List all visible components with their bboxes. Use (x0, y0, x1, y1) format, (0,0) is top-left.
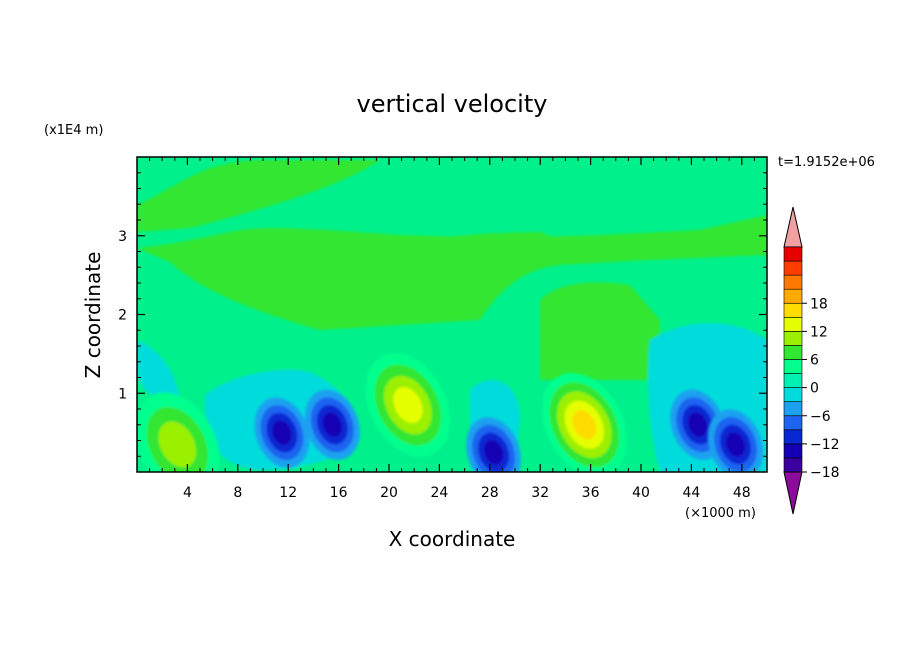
colorbar-segment (783, 274, 803, 290)
y-tick-label: 3 (118, 229, 127, 245)
heatmap-field (137, 157, 767, 472)
colorbar-segment (783, 359, 803, 374)
x-tick-label: 28 (481, 485, 499, 501)
contour-feature-downdraft (466, 417, 521, 472)
colorbar-segment (783, 246, 803, 262)
y-axis: 1 2 3 (118, 172, 767, 457)
y-tick-label: 2 (118, 308, 127, 324)
x-axis: 4 8 12 16 20 24 28 32 36 40 44 48 (149, 157, 755, 501)
colorbar-tick-label: −6 (810, 409, 831, 425)
colorbar-segment (783, 288, 803, 304)
x-tick-label: 24 (430, 485, 448, 501)
colorbar-segment (783, 317, 803, 332)
colorbar-tick-label: −12 (810, 437, 840, 453)
y-unit-label: (x1E4 m) (44, 123, 103, 138)
colorbar-segment (783, 429, 803, 445)
contour-level (484, 440, 504, 465)
colorbar-segment (783, 457, 803, 473)
contour-feature-downdraft (708, 409, 763, 472)
colorbar-tick-label: 6 (810, 353, 819, 369)
colorbar-segment (783, 387, 803, 402)
chart-title: vertical velocity (357, 90, 548, 118)
colorbar-segment (783, 373, 803, 388)
x-tick-label: 36 (582, 485, 600, 501)
x-tick-label: 20 (380, 485, 398, 501)
y-axis-label: Z coordinate (81, 252, 105, 379)
colorbar-segment (783, 401, 803, 417)
colorbar-tick-label: 12 (810, 324, 828, 340)
contour-level (322, 412, 342, 437)
x-tick-label: 8 (233, 485, 242, 501)
x-axis-label: X coordinate (389, 527, 516, 551)
contour-level (158, 421, 197, 468)
x-tick-label: 40 (632, 485, 650, 501)
colorbar-segment (783, 345, 803, 360)
colorbar-min-arrow (783, 471, 803, 515)
colorbar-segment (783, 443, 803, 459)
colorbar-tick-label: −18 (810, 465, 840, 481)
contour-level (393, 387, 423, 424)
contour-level (572, 409, 597, 440)
colorbar-segment (783, 415, 803, 431)
time-label: t=1.9152e+06 (778, 155, 875, 170)
contour-feature-downdraft (254, 397, 310, 468)
x-tick-label: 4 (183, 485, 192, 501)
x-tick-label: 12 (279, 485, 297, 501)
contour-features (137, 353, 763, 472)
x-tick-label: 32 (531, 485, 549, 501)
colorbar-tick-label: 0 (810, 381, 819, 397)
y-tick-label: 1 (118, 386, 127, 402)
colorbar: −18 −12 −6 0 6 12 18 (783, 206, 840, 515)
colorbar-segment (783, 260, 803, 276)
contour-level (688, 412, 708, 437)
contour-level (272, 420, 292, 445)
x-tick-label: 16 (330, 485, 348, 501)
colorbar-max-arrow (783, 206, 803, 248)
contour-feature-updraft (137, 392, 220, 472)
colorbar-segment (783, 302, 803, 318)
x-tick-label: 48 (733, 485, 751, 501)
contour-feature-downdraft (304, 389, 360, 460)
x-tick-label: 44 (682, 485, 700, 501)
contour-feature-updraft (365, 353, 451, 457)
contour-feature-updraft (541, 373, 627, 472)
contour-level (725, 432, 746, 457)
x-unit-label: (×1000 m) (685, 506, 756, 521)
colorbar-segment (783, 331, 803, 346)
colorbar-tick-label: 18 (810, 296, 828, 312)
